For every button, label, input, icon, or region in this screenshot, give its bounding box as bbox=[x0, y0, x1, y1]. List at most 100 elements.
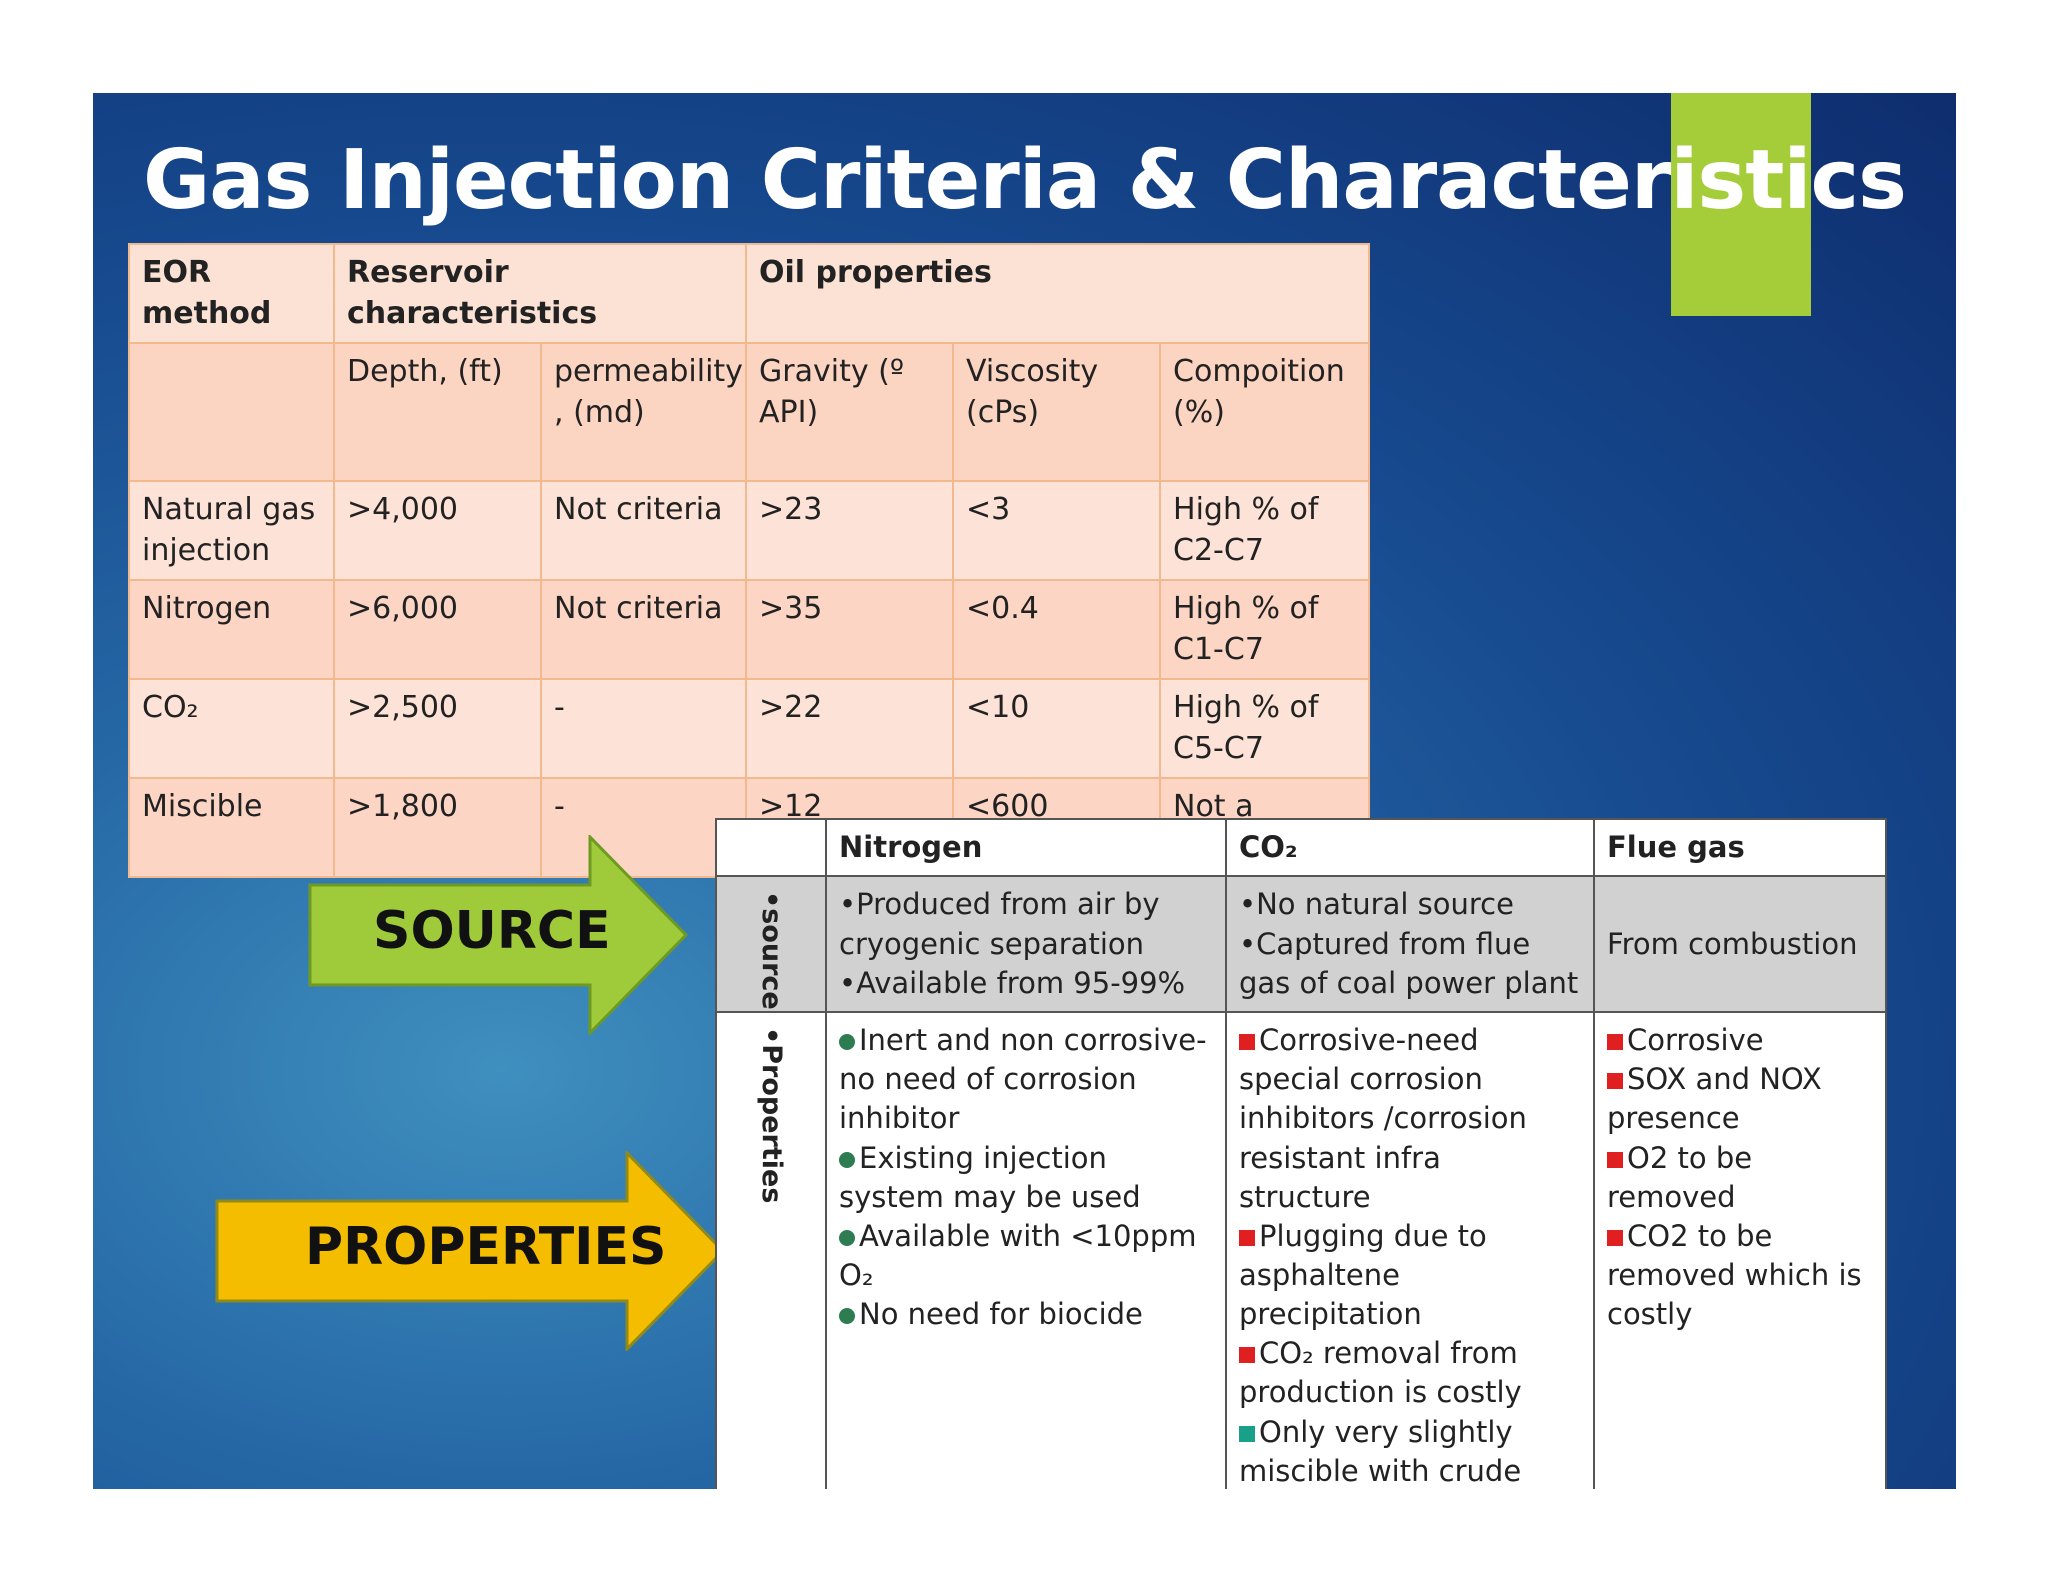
table-cell: •No natural source •Captured from flue g… bbox=[1225, 875, 1595, 1014]
red-bullet-icon bbox=[1607, 1034, 1623, 1051]
header-cell: CO₂ bbox=[1225, 817, 1595, 878]
red-bullet-icon bbox=[1239, 1034, 1255, 1051]
source-arrow-label: SOURCE bbox=[373, 901, 611, 961]
green-bullet-icon bbox=[839, 1229, 855, 1246]
table-cell: Miscible bbox=[128, 777, 335, 878]
red-bullet-icon bbox=[1607, 1229, 1623, 1246]
table-cell: - bbox=[539, 777, 748, 878]
list-item: O2 to be removed bbox=[1607, 1139, 1873, 1217]
red-bullet-icon bbox=[1607, 1073, 1623, 1090]
table-cell: Not criteria bbox=[539, 480, 748, 581]
table-header-row: EOR method Reservoir characteristics Oil… bbox=[128, 243, 1371, 344]
table-cell: - bbox=[539, 678, 748, 779]
table-cell: •Produced from air by cryogenic separati… bbox=[825, 875, 1227, 1014]
list-item-text: Only very slightly miscible with crude bbox=[1239, 1414, 1522, 1488]
list-item: •Available from 95-99% bbox=[839, 965, 1186, 1000]
table-cell: Natural gas injection bbox=[128, 480, 335, 581]
list-item-text: No need for biocide bbox=[859, 1297, 1143, 1332]
header-cell: Oil properties bbox=[745, 243, 1371, 344]
properties-arrow bbox=[215, 1151, 725, 1351]
header-cell-empty bbox=[715, 817, 827, 878]
table-cell: >4,000 bbox=[333, 480, 542, 581]
table-cell: <3 bbox=[952, 480, 1162, 581]
subheader-cell bbox=[128, 342, 335, 482]
table-cell: >1,800 bbox=[333, 777, 542, 878]
green-accent-block bbox=[1671, 93, 1811, 316]
green-bullet-icon bbox=[839, 1034, 855, 1051]
list-item: •Produced from air by cryogenic separati… bbox=[839, 887, 1160, 961]
list-item: Inert and non corrosive- no need of corr… bbox=[839, 1021, 1213, 1138]
table-cell: Corrosive-need special corrosion inhibit… bbox=[1225, 1011, 1595, 1489]
list-item-text: Corrosive bbox=[1627, 1023, 1764, 1058]
teal-bullet-icon bbox=[1239, 1425, 1255, 1442]
table-subheader-row: Depth, (ft) permeability , (md) Gravity … bbox=[128, 342, 1371, 482]
eor-criteria-table: EOR method Reservoir characteristics Oil… bbox=[128, 243, 1371, 878]
list-item-text: Corrosive-need special corrosion inhibit… bbox=[1239, 1023, 1527, 1214]
table-cell: High % of C5-C7 bbox=[1159, 678, 1371, 779]
properties-arrow-label: PROPERTIES bbox=[305, 1217, 667, 1277]
table-cell: <10 bbox=[952, 678, 1162, 779]
table-header-row: Nitrogen CO₂ Flue gas bbox=[715, 817, 1887, 878]
list-item: SOX and NOX presence bbox=[1607, 1060, 1873, 1138]
table-cell: Inert and non corrosive- no need of corr… bbox=[825, 1011, 1227, 1489]
source-row-label-cell: •source bbox=[715, 875, 827, 1014]
table-cell: Not criteria bbox=[539, 579, 748, 680]
slide: Gas Injection Criteria & Characteristics… bbox=[93, 93, 1956, 1489]
list-item: Available with <10ppm O₂ bbox=[839, 1217, 1213, 1295]
list-item: •No natural source bbox=[1239, 887, 1514, 922]
properties-row-label: •Properties bbox=[756, 1027, 788, 1204]
red-bullet-icon bbox=[1607, 1151, 1623, 1168]
source-arrow bbox=[308, 835, 688, 1035]
subheader-cell: Gravity (º API) bbox=[745, 342, 955, 482]
header-cell: Flue gas bbox=[1593, 817, 1887, 878]
list-item-text: Available with <10ppm O₂ bbox=[839, 1218, 1197, 1292]
table-cell: >35 bbox=[745, 579, 955, 680]
list-item-text: Inert and non corrosive- no need of corr… bbox=[839, 1023, 1207, 1136]
green-bullet-icon bbox=[839, 1151, 855, 1168]
list-item: Corrosive-need special corrosion inhibit… bbox=[1239, 1021, 1581, 1217]
table-cell: >2,500 bbox=[333, 678, 542, 779]
properties-row-label-cell: •Properties bbox=[715, 1011, 827, 1489]
source-row: •source •Produced from air by cryogenic … bbox=[715, 875, 1887, 1014]
table-row: Nitrogen >6,000 Not criteria >35 <0.4 Hi… bbox=[128, 579, 1371, 680]
list-item-text: O2 to be removed bbox=[1607, 1140, 1753, 1214]
gas-comparison-table: Nitrogen CO₂ Flue gas •source •Produced … bbox=[715, 817, 1887, 1489]
list-item: Only very slightly miscible with crude bbox=[1239, 1413, 1581, 1489]
list-item-text: CO2 to be removed which is costly bbox=[1607, 1218, 1862, 1332]
list-item: Corrosive bbox=[1607, 1021, 1873, 1060]
list-item: CO2 to be removed which is costly bbox=[1607, 1217, 1873, 1334]
subheader-cell: permeability , (md) bbox=[539, 342, 748, 482]
green-bullet-icon bbox=[839, 1308, 855, 1325]
properties-row: •Properties Inert and non corrosive- no … bbox=[715, 1011, 1887, 1489]
subheader-cell: Compoition (%) bbox=[1159, 342, 1371, 482]
header-cell: EOR method bbox=[128, 243, 335, 344]
list-item: No need for biocide bbox=[839, 1295, 1213, 1334]
list-item: •Captured from flue gas of coal power pl… bbox=[1239, 926, 1579, 1000]
subheader-cell: Depth, (ft) bbox=[333, 342, 542, 482]
table-cell: >23 bbox=[745, 480, 955, 581]
table-cell: Corrosive SOX and NOX presence O2 to be … bbox=[1593, 1011, 1887, 1489]
subheader-cell: Viscosity (cPs) bbox=[952, 342, 1162, 482]
table-row: CO₂ >2,500 - >22 <10 High % of C5-C7 bbox=[128, 678, 1371, 779]
header-cell: Nitrogen bbox=[825, 817, 1227, 878]
red-bullet-icon bbox=[1239, 1347, 1255, 1364]
table-cell: From combustion bbox=[1593, 875, 1887, 1014]
table-cell: High % of C1-C7 bbox=[1159, 579, 1371, 680]
list-item: CO₂ removal from production is costly bbox=[1239, 1334, 1581, 1412]
list-item-text: Existing injection system may be used bbox=[839, 1140, 1141, 1214]
table-cell: High % of C2-C7 bbox=[1159, 480, 1371, 581]
list-item-text: Plugging due to asphaltene precipitation bbox=[1239, 1218, 1487, 1332]
table-cell: >6,000 bbox=[333, 579, 542, 680]
source-row-label: •source bbox=[756, 891, 788, 1010]
list-item: Existing injection system may be used bbox=[839, 1139, 1213, 1217]
slide-title: Gas Injection Criteria & Characteristics bbox=[143, 133, 1907, 228]
table-cell: CO₂ bbox=[128, 678, 335, 779]
list-item: Plugging due to asphaltene precipitation bbox=[1239, 1217, 1581, 1334]
list-item-text: CO₂ removal from production is costly bbox=[1239, 1336, 1522, 1410]
table-cell: Nitrogen bbox=[128, 579, 335, 680]
red-bullet-icon bbox=[1239, 1229, 1255, 1246]
table-cell: <0.4 bbox=[952, 579, 1162, 680]
table-row: Natural gas injection >4,000 Not criteri… bbox=[128, 480, 1371, 581]
header-cell: Reservoir characteristics bbox=[332, 243, 748, 344]
table-cell: >22 bbox=[745, 678, 955, 779]
